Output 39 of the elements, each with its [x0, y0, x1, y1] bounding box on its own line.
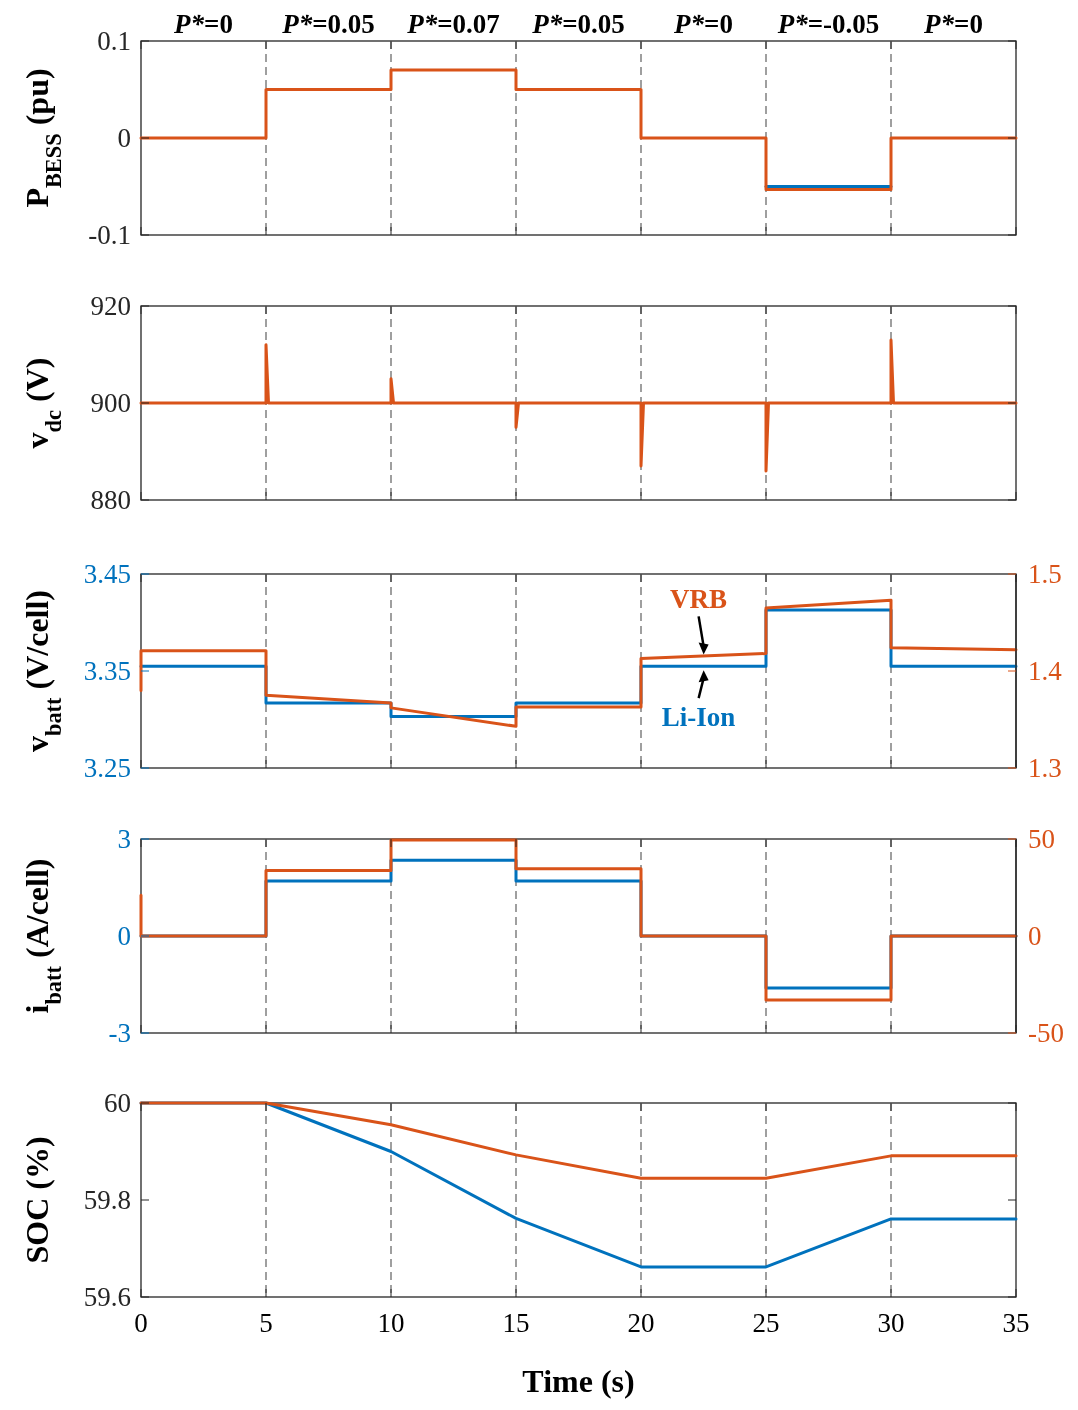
- y-tick-label: 3.25: [83, 753, 131, 783]
- text: P*=0.07: [406, 9, 500, 39]
- y-axis-title: SOC (%): [19, 1136, 55, 1264]
- y-tick-label: 0: [117, 921, 131, 951]
- x-tick-label: 35: [1002, 1308, 1030, 1338]
- x-tick-label: 30: [877, 1308, 905, 1338]
- y-tick-label: -0.1: [88, 220, 131, 250]
- text: P*=0.05: [531, 9, 625, 39]
- y-tick-label: 60: [104, 1088, 131, 1118]
- y-tick-label: 880: [90, 485, 131, 515]
- y2-tick-label: 1.5: [1028, 559, 1062, 589]
- y-tick-label: 0.1: [97, 26, 131, 56]
- text: P*=-0.05: [776, 9, 880, 39]
- x-tick-label: 15: [502, 1308, 530, 1338]
- y2-tick-label: 1.4: [1028, 656, 1063, 686]
- y-tick-label: 920: [90, 291, 131, 321]
- y-tick-label: 3.35: [83, 656, 131, 686]
- y-tick-label: 59.8: [83, 1185, 131, 1215]
- y-tick-label: 0: [117, 123, 131, 153]
- x-tick-label: 5: [259, 1308, 273, 1338]
- y-tick-label: 900: [90, 388, 131, 418]
- x-axis-title: Time (s): [522, 1363, 635, 1399]
- y2-tick-label: 50: [1028, 824, 1055, 854]
- x-tick-label: 25: [752, 1308, 780, 1338]
- y-tick-label: 3.45: [83, 559, 131, 589]
- x-tick-label: 20: [627, 1308, 655, 1338]
- y-tick-label: -3: [108, 1018, 131, 1048]
- y2-tick-label: 0: [1028, 921, 1042, 951]
- text: P*=0.05: [281, 9, 375, 39]
- y2-tick-label: 1.3: [1028, 753, 1062, 783]
- text: P*=0: [173, 9, 233, 39]
- text: P*=0: [923, 9, 983, 39]
- y-tick-label: 59.6: [83, 1282, 131, 1312]
- series-label: Li-Ion: [661, 702, 736, 733]
- x-tick-label: 10: [377, 1308, 405, 1338]
- y-tick-label: 3: [117, 824, 131, 854]
- series-label: VRB: [670, 584, 728, 615]
- y2-tick-label: -50: [1028, 1018, 1064, 1048]
- text: P*=0: [673, 9, 733, 39]
